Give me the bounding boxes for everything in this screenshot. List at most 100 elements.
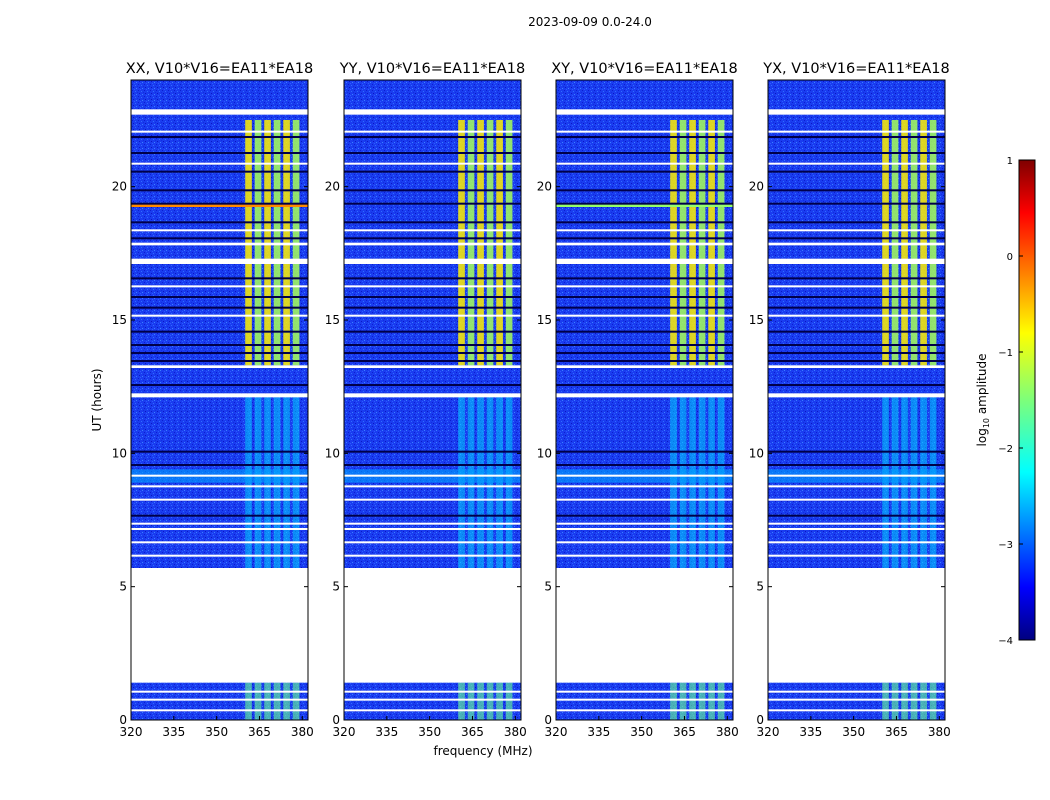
colorbar-gradient bbox=[1018, 159, 1036, 641]
data-gap-line bbox=[131, 229, 308, 232]
x-tick-label: 365 bbox=[885, 725, 908, 739]
rfi-horizontal-line bbox=[131, 204, 308, 207]
x-tick-label: 350 bbox=[205, 725, 228, 739]
rfi-column bbox=[477, 120, 484, 366]
x-tick-label: 380 bbox=[928, 725, 951, 739]
panel-frame bbox=[767, 79, 946, 721]
rfi-column bbox=[458, 120, 465, 366]
data-gap-line bbox=[131, 528, 308, 530]
rfi-column bbox=[910, 120, 918, 366]
flagged-line bbox=[768, 221, 945, 224]
rfi-column bbox=[698, 120, 706, 366]
y-tick-label: 10 bbox=[112, 446, 127, 460]
flagged-line bbox=[768, 237, 945, 240]
data-gap-line bbox=[344, 229, 521, 232]
colorbar-label: log10 amplitude bbox=[975, 354, 991, 447]
data-gap-line bbox=[556, 474, 733, 477]
rfi-column bbox=[901, 120, 908, 366]
flagged-line bbox=[768, 464, 945, 466]
x-tick-label: 320 bbox=[333, 725, 356, 739]
flagged-line bbox=[131, 464, 308, 466]
rfi-column-low bbox=[486, 682, 494, 720]
rfi-column-low bbox=[458, 682, 465, 720]
rfi-column bbox=[670, 120, 677, 366]
rfi-column-low bbox=[929, 682, 937, 720]
flagged-line bbox=[556, 237, 733, 240]
rfi-column bbox=[505, 120, 513, 366]
flagged-line bbox=[556, 384, 733, 386]
data-gap-line bbox=[131, 690, 308, 693]
rfi-column bbox=[283, 120, 290, 366]
y-tick-label: 20 bbox=[112, 180, 127, 194]
data-gap-line bbox=[556, 314, 733, 317]
rfi-column bbox=[679, 120, 687, 366]
flagged-line bbox=[344, 344, 521, 346]
rfi-column-low bbox=[264, 682, 271, 720]
data-gap-line bbox=[556, 130, 733, 133]
data-gap bbox=[768, 242, 945, 246]
flagged-line bbox=[344, 384, 521, 386]
flagged-line bbox=[768, 514, 945, 517]
rfi-column bbox=[717, 120, 725, 366]
rfi-column-low bbox=[477, 682, 484, 720]
y-tick-label: 0 bbox=[756, 713, 764, 727]
flagged-line bbox=[768, 296, 945, 298]
rfi-column bbox=[292, 120, 300, 366]
flagged-line bbox=[131, 306, 308, 309]
flagged-line bbox=[344, 352, 521, 354]
data-gap bbox=[344, 242, 521, 246]
flagged-line bbox=[556, 277, 733, 280]
colorbar-label-sub: 10 bbox=[982, 418, 991, 428]
data-gap-line bbox=[556, 229, 733, 232]
panel-4: YX, V10*V16=EA11*EA18 320 335 350 365 380 0 5 10… bbox=[749, 61, 951, 739]
rfi-column-low bbox=[910, 682, 918, 720]
panel-1: XX, V10*V16=EA11*EA18 320 335 350 365 380 0 5 10… bbox=[112, 61, 314, 739]
rfi-column-low bbox=[496, 682, 503, 720]
flagged-line bbox=[131, 202, 308, 205]
rfi-column bbox=[689, 120, 696, 366]
data-gap-line bbox=[344, 690, 521, 693]
colorbar-tick-label: −2 bbox=[998, 444, 1013, 455]
panel-title: YY, V10*V16=EA11*EA18 bbox=[339, 61, 525, 77]
data-gap-line bbox=[131, 541, 308, 544]
y-tick-label: 20 bbox=[325, 180, 340, 194]
data-gap-line bbox=[131, 474, 308, 477]
rfi-column bbox=[708, 120, 715, 366]
rfi-column-low bbox=[254, 682, 262, 720]
data-gap-line bbox=[768, 474, 945, 477]
flagged-line bbox=[768, 450, 945, 453]
colorbar-tick-label: −1 bbox=[998, 348, 1013, 359]
data-gap-line bbox=[556, 554, 733, 557]
flagged-line bbox=[768, 170, 945, 173]
data-gap-line bbox=[344, 554, 521, 557]
rfi-column bbox=[920, 120, 927, 366]
y-tick-label: 0 bbox=[544, 713, 552, 727]
data-gap-line bbox=[768, 528, 945, 530]
data-gap-line bbox=[344, 285, 521, 288]
flagged-line bbox=[131, 296, 308, 298]
rfi-column-low bbox=[717, 682, 725, 720]
rfi-column bbox=[264, 120, 271, 366]
flagged-line bbox=[768, 360, 945, 362]
flagged-line bbox=[344, 170, 521, 173]
y-tick-label: 10 bbox=[325, 446, 340, 460]
panel-title: YX, V10*V16=EA11*EA18 bbox=[762, 61, 949, 77]
rfi-column-low bbox=[882, 682, 889, 720]
data-gap-line bbox=[556, 698, 733, 701]
flagged-line bbox=[344, 221, 521, 224]
data-gap bbox=[768, 109, 945, 115]
y-tick-label: 10 bbox=[537, 446, 552, 460]
data-gap bbox=[344, 568, 521, 683]
flagged-line bbox=[768, 330, 945, 333]
x-tick-label: 320 bbox=[545, 725, 568, 739]
flagged-line bbox=[344, 237, 521, 240]
rfi-column-low bbox=[698, 682, 706, 720]
data-gap bbox=[768, 258, 945, 264]
data-gap-line bbox=[768, 541, 945, 544]
data-gap bbox=[768, 365, 945, 368]
data-gap bbox=[556, 393, 733, 398]
flagged-line bbox=[556, 152, 733, 154]
data-gap-line bbox=[556, 285, 733, 288]
rfi-column bbox=[496, 120, 503, 366]
rfi-column-low bbox=[273, 682, 281, 720]
